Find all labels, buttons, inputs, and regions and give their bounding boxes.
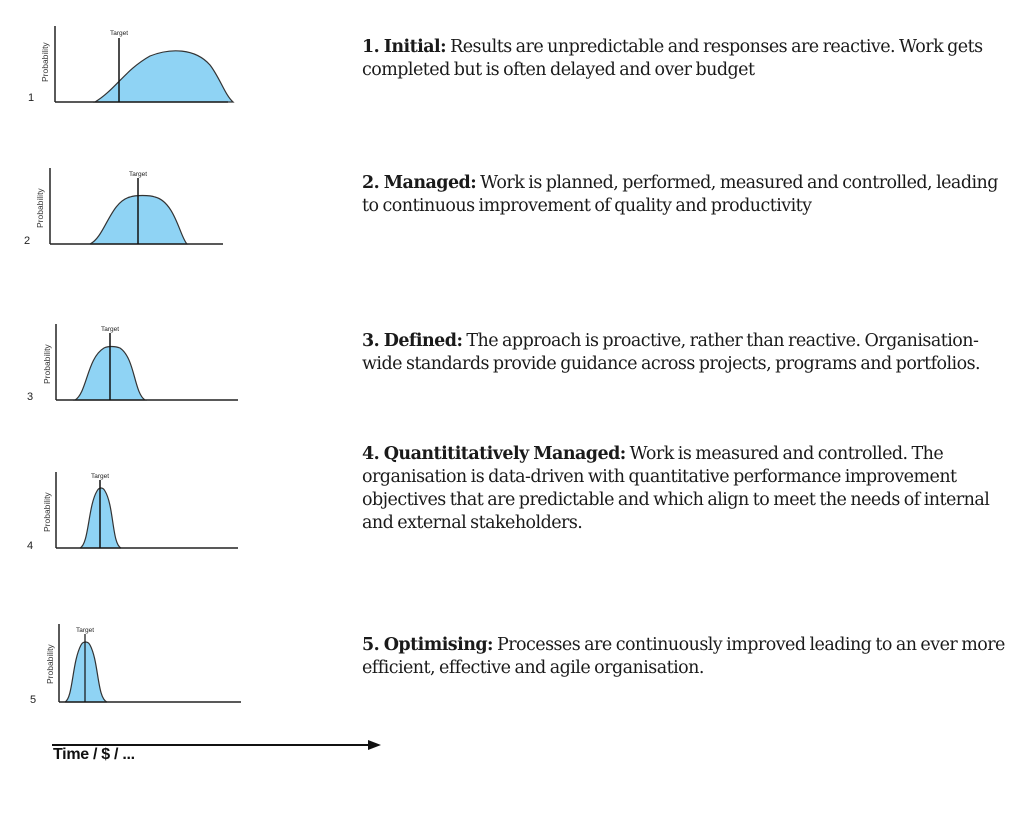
- probability-curve: [64, 641, 108, 703]
- level-title: 1. Initial:: [362, 37, 447, 57]
- target-label: Target: [76, 627, 94, 634]
- y-axis-label: Probability: [42, 492, 52, 532]
- level-title: 3. Defined:: [362, 331, 463, 351]
- target-label: Target: [101, 326, 119, 333]
- distribution-chart-4: Target Probability: [42, 466, 242, 556]
- level-title: 4. Quantititatively Managed:: [362, 444, 626, 464]
- y-axis-label: Probability: [42, 344, 52, 384]
- target-label: Target: [110, 30, 128, 37]
- time-axis-label: Time / $ / ...: [53, 746, 135, 763]
- level-description-2: 2. Managed: Work is planned, performed, …: [362, 172, 1012, 218]
- level-text: Work is measured and controlled. The org…: [362, 444, 990, 533]
- level-text: Processes are continuously improved lead…: [362, 635, 1005, 678]
- level-number: 4: [27, 540, 34, 552]
- level-text: Work is planned, performed, measured and…: [362, 173, 998, 216]
- level-title: 2. Managed:: [362, 173, 477, 193]
- distribution-chart-5: Target Probability: [45, 622, 245, 712]
- level-number: 1: [28, 92, 35, 104]
- arrow-head-icon: [368, 740, 381, 750]
- level-text: The approach is proactive, rather than r…: [362, 331, 981, 374]
- level-number: 3: [27, 391, 34, 403]
- level-description-3: 3. Defined: The approach is proactive, r…: [362, 330, 1012, 376]
- level-text: Results are unpredictable and responses …: [362, 37, 983, 80]
- y-axis-label: Probability: [40, 42, 50, 82]
- y-axis-label: Probability: [35, 188, 45, 228]
- level-description-4: 4. Quantititatively Managed: Work is mea…: [362, 443, 1012, 535]
- target-label: Target: [129, 171, 147, 178]
- y-axis-label: Probability: [45, 644, 55, 684]
- level-number: 5: [30, 694, 37, 706]
- level-description-5: 5. Optimising: Processes are continuousl…: [362, 634, 1012, 680]
- distribution-chart-1: Target Probability: [40, 20, 240, 110]
- level-title: 5. Optimising:: [362, 635, 494, 655]
- distribution-chart-3: Target Probability: [42, 318, 242, 408]
- level-number: 2: [24, 235, 31, 247]
- probability-curve: [92, 50, 235, 103]
- target-label: Target: [91, 473, 109, 480]
- distribution-chart-2: Target Probability: [35, 162, 235, 252]
- level-description-1: 1. Initial: Results are unpredictable an…: [362, 36, 1012, 82]
- time-axis-arrow: [52, 738, 382, 752]
